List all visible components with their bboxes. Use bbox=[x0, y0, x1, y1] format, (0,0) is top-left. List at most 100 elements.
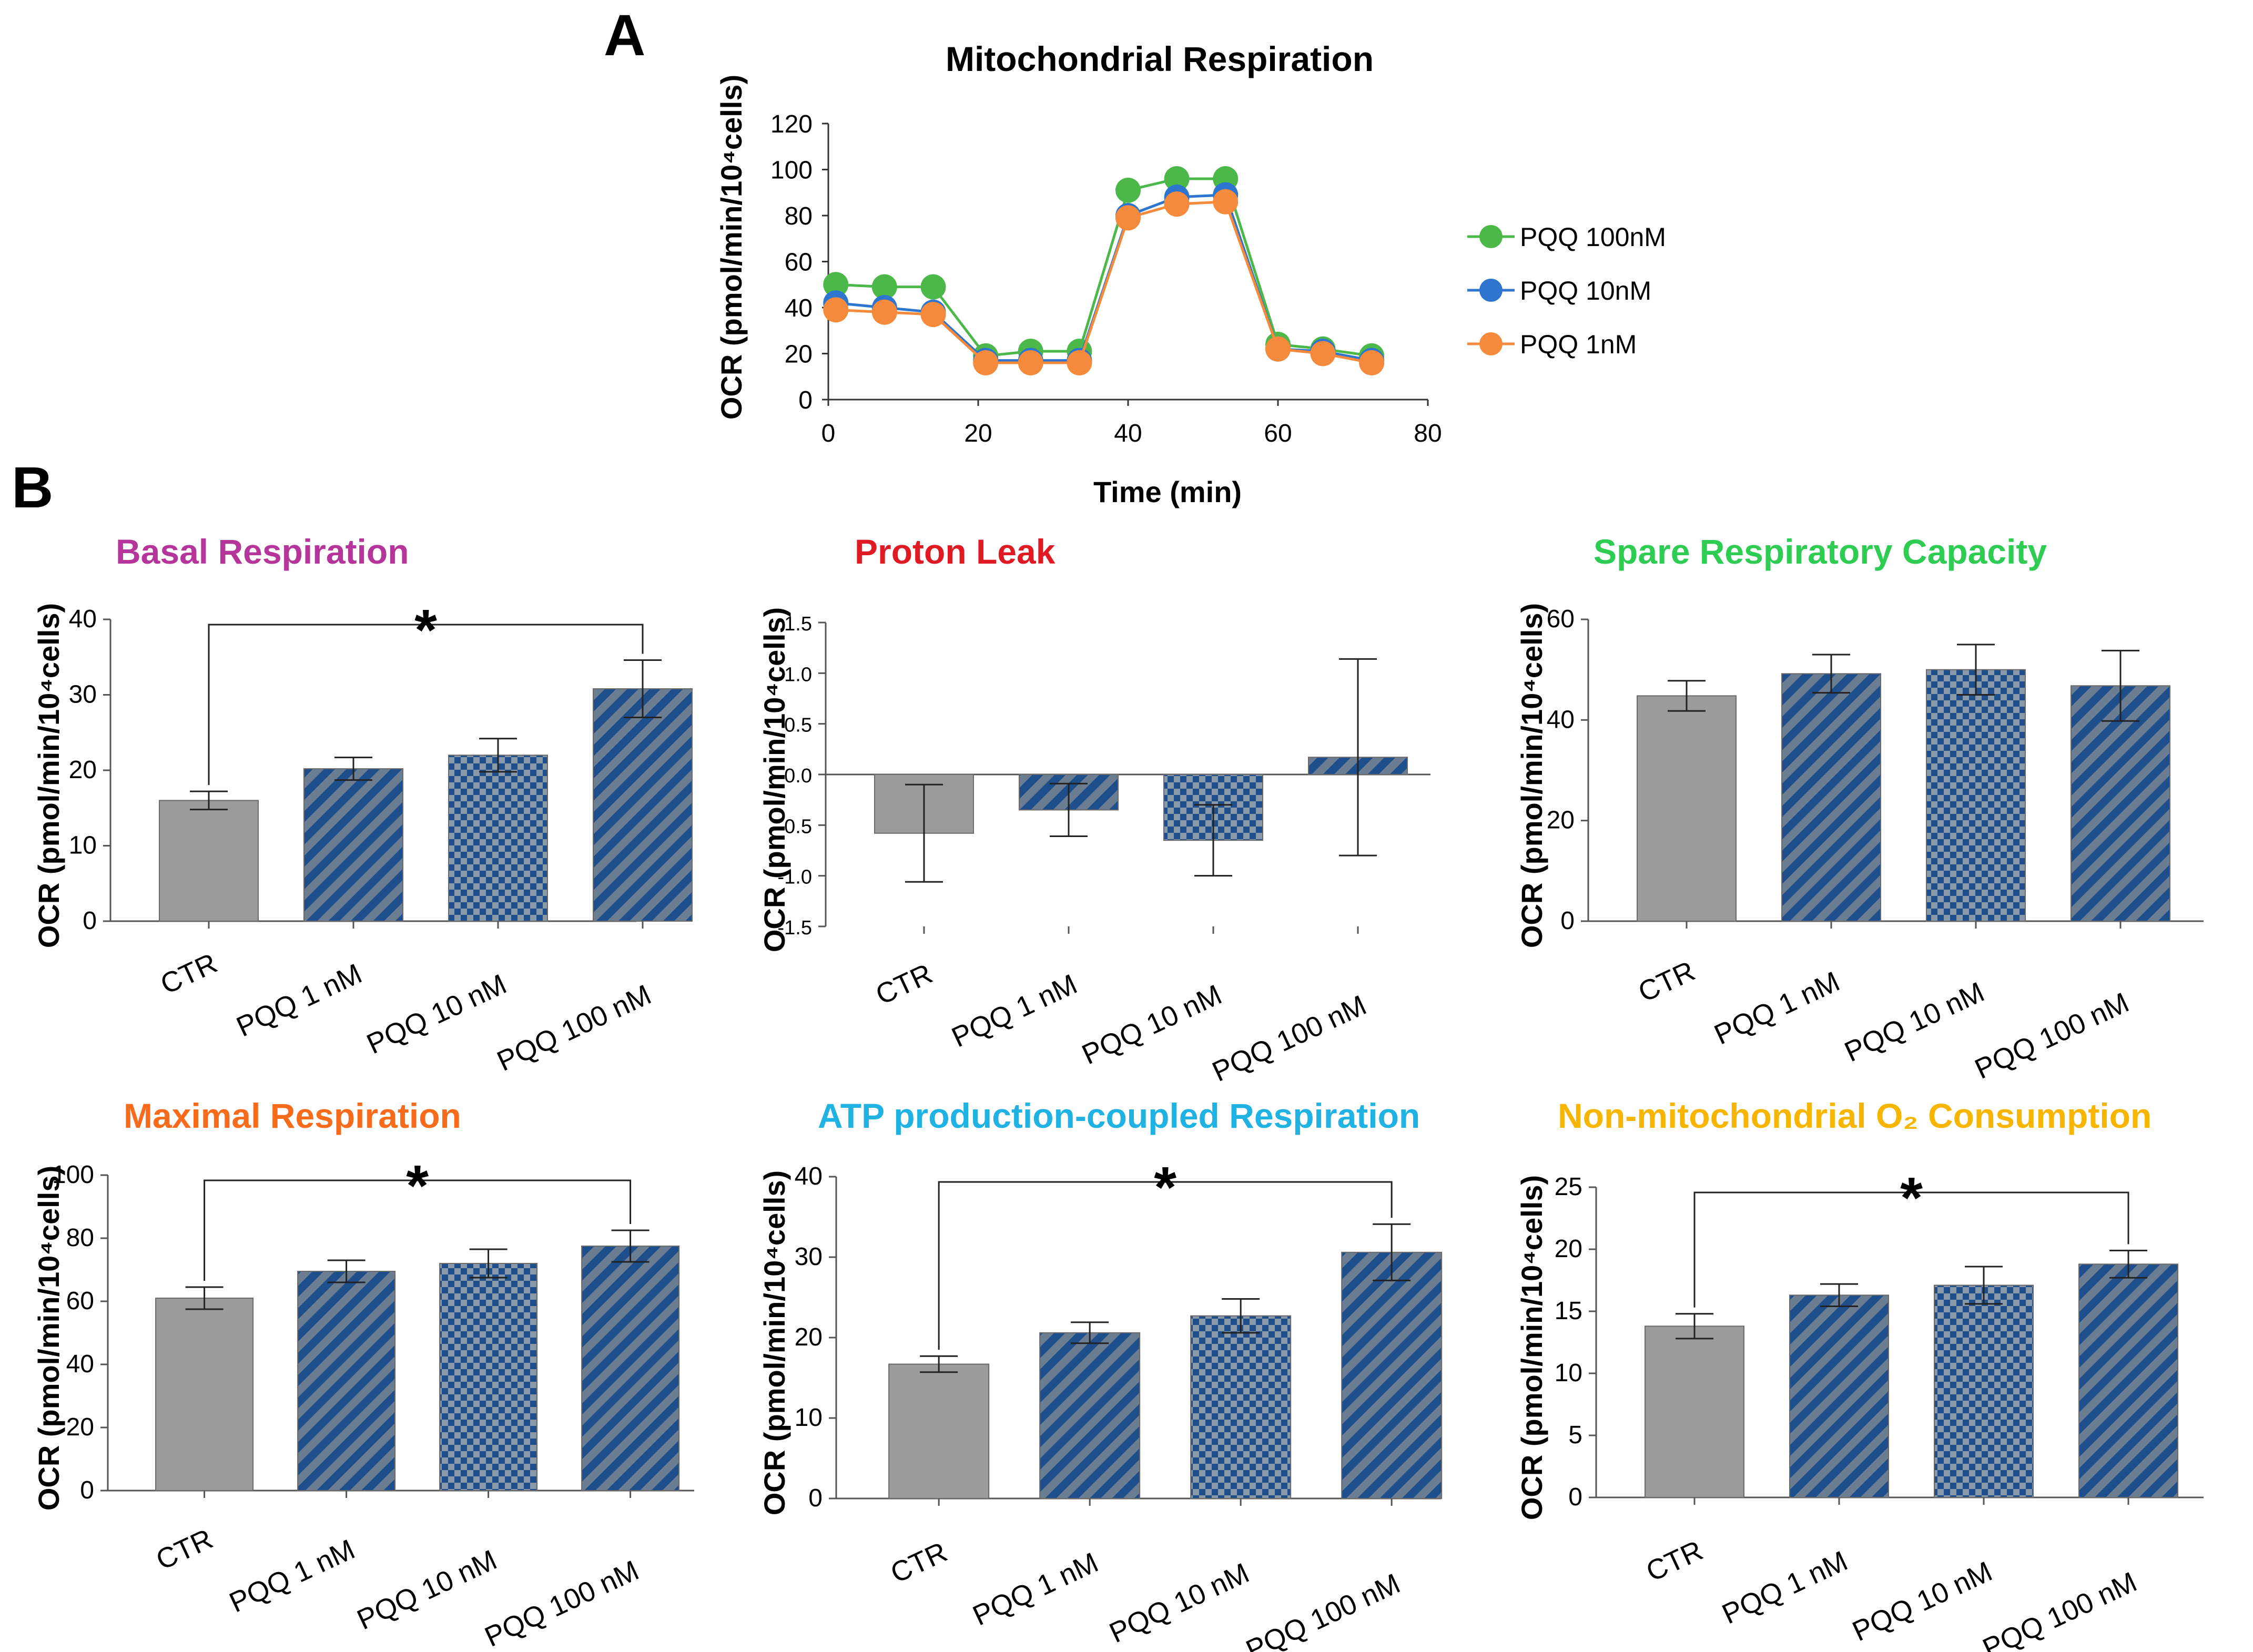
legend-label: PQQ 1nM bbox=[1520, 330, 1637, 359]
data-point bbox=[920, 302, 946, 328]
bar bbox=[1341, 1251, 1443, 1500]
bar bbox=[593, 688, 693, 922]
category-label: PQQ 10 nM bbox=[1077, 978, 1226, 1070]
data-point bbox=[871, 299, 897, 325]
legend-marker bbox=[1479, 225, 1503, 248]
series-line-0 bbox=[836, 177, 1372, 358]
y-tick-label: 80 bbox=[66, 1224, 94, 1252]
y-tick-label: 60 bbox=[1547, 605, 1575, 633]
x-tick-label: 20 bbox=[964, 420, 992, 447]
data-point bbox=[920, 274, 946, 300]
legend-marker bbox=[1479, 332, 1503, 355]
panel-a-label: A bbox=[604, 3, 645, 68]
bar bbox=[1190, 1315, 1292, 1499]
bar bbox=[2078, 1263, 2178, 1498]
category-label: CTR bbox=[1633, 955, 1700, 1008]
y-tick-label: 0.0 bbox=[784, 765, 812, 787]
category-label: PQQ 100 nM bbox=[1978, 1566, 2142, 1652]
category-label: PQQ 10 nM bbox=[1104, 1557, 1254, 1649]
y-tick-label: 40 bbox=[1547, 706, 1575, 733]
y-axis-label: OCR (pmol/min/10⁴cells) bbox=[32, 1166, 65, 1511]
bar bbox=[155, 1298, 254, 1491]
data-point bbox=[1018, 350, 1043, 375]
y-tick-label: 20 bbox=[1547, 807, 1575, 834]
y-tick-label: 0.5 bbox=[784, 715, 812, 737]
chart-title: Basal Respiration bbox=[116, 532, 409, 571]
bar bbox=[439, 1263, 538, 1491]
significance-bracket bbox=[1693, 1191, 2129, 1308]
y-tick-label: 20 bbox=[795, 1323, 823, 1351]
bar bbox=[1926, 669, 2026, 922]
category-label: PQQ 10 nM bbox=[362, 968, 511, 1060]
category-label: CTR bbox=[1641, 1534, 1708, 1587]
atp-production-chart: ATP production-coupled Respiration OCR (p… bbox=[758, 1096, 1443, 1652]
bar bbox=[448, 754, 548, 922]
significance-bracket bbox=[204, 1179, 632, 1281]
bar bbox=[581, 1246, 680, 1491]
y-tick-label: 40 bbox=[69, 605, 97, 633]
bar bbox=[1781, 673, 1881, 922]
bar bbox=[2071, 685, 2170, 922]
y-tick-label: 40 bbox=[795, 1162, 823, 1190]
category-label: CTR bbox=[151, 1523, 218, 1576]
proton-leak-chart: Proton Leak OCR (pmol/min/10⁴cells)-1.5 -1… bbox=[758, 532, 1430, 1088]
category-label: CTR bbox=[886, 1536, 952, 1589]
significance-star: * bbox=[406, 1154, 429, 1218]
category-label: PQQ 1 nM bbox=[232, 957, 367, 1043]
series-lines bbox=[823, 166, 1385, 375]
data-point bbox=[1213, 189, 1239, 215]
chart-title: ATP production-coupled Respiration bbox=[818, 1096, 1420, 1135]
y-tick-label: -1.5 bbox=[778, 917, 812, 939]
category-label: PQQ 1 nM bbox=[968, 1546, 1103, 1631]
bar bbox=[297, 1271, 396, 1491]
data-point bbox=[1164, 166, 1190, 191]
y-tick-label: -0.5 bbox=[778, 815, 812, 838]
x-tick-label: 60 bbox=[1264, 420, 1292, 447]
data-point bbox=[1115, 205, 1141, 231]
y-tick-label: 25 bbox=[1555, 1173, 1582, 1201]
y-tick-label: 20 bbox=[69, 756, 97, 784]
data-point bbox=[1067, 350, 1092, 375]
data-point bbox=[823, 297, 849, 323]
y-tick-label: 1.0 bbox=[784, 664, 812, 686]
data-point bbox=[1115, 177, 1141, 203]
category-label: PQQ 1 nM bbox=[947, 968, 1082, 1053]
chart-title: Maximal Respiration bbox=[124, 1096, 461, 1135]
data-point bbox=[1310, 341, 1336, 366]
bar bbox=[1645, 1325, 1744, 1498]
bar bbox=[1637, 695, 1737, 922]
maximal-respiration-chart: Maximal Respiration OCR (pmol/min/10⁴cell… bbox=[32, 1096, 694, 1652]
category-label: PQQ 10 nM bbox=[352, 1544, 502, 1636]
y-tick-label: 20 bbox=[1555, 1235, 1582, 1263]
spare-respiratory-capacity-chart: Spare Respiratory Capacity OCR (pmol/min/… bbox=[1515, 532, 2204, 1085]
category-label: PQQ 100 nM bbox=[480, 1554, 644, 1652]
data-point bbox=[1359, 350, 1385, 375]
significance-star: * bbox=[1154, 1155, 1176, 1220]
panel-b-label: B bbox=[12, 455, 53, 520]
category-label: CTR bbox=[156, 947, 222, 1000]
y-tick-label: 60 bbox=[785, 249, 813, 277]
y-tick-label: 120 bbox=[770, 110, 813, 138]
category-label: PQQ 1 nM bbox=[225, 1533, 360, 1618]
series-line-1 bbox=[836, 193, 1372, 362]
bar bbox=[1789, 1294, 1889, 1498]
legend: PQQ 100nM PQQ 10nM PQQ 1nM bbox=[1467, 222, 1666, 359]
y-axis-label: OCR (pmol/min/10⁴cells) bbox=[1515, 1175, 1548, 1520]
y-axis-label: OCR (pmol/min/10⁴cells) bbox=[758, 607, 791, 952]
y-tick-label: 40 bbox=[66, 1350, 94, 1378]
bar bbox=[303, 768, 403, 922]
legend-marker bbox=[1479, 279, 1503, 302]
y-tick-label: 1.5 bbox=[784, 613, 812, 635]
y-tick-label: 10 bbox=[69, 832, 97, 860]
y-tick-label: 0 bbox=[83, 907, 97, 935]
x-tick-label: 40 bbox=[1114, 420, 1142, 447]
y-tick-label: 0 bbox=[1568, 1483, 1582, 1511]
category-label: PQQ 100 nM bbox=[492, 978, 656, 1077]
y-tick-label: 0 bbox=[798, 386, 813, 414]
significance-bracket bbox=[208, 624, 644, 786]
chart-title: Spare Respiratory Capacity bbox=[1594, 532, 2047, 571]
y-tick-label: 10 bbox=[1555, 1359, 1582, 1387]
y-tick-label: 100 bbox=[52, 1161, 94, 1189]
legend-label: PQQ 100nM bbox=[1520, 222, 1666, 252]
